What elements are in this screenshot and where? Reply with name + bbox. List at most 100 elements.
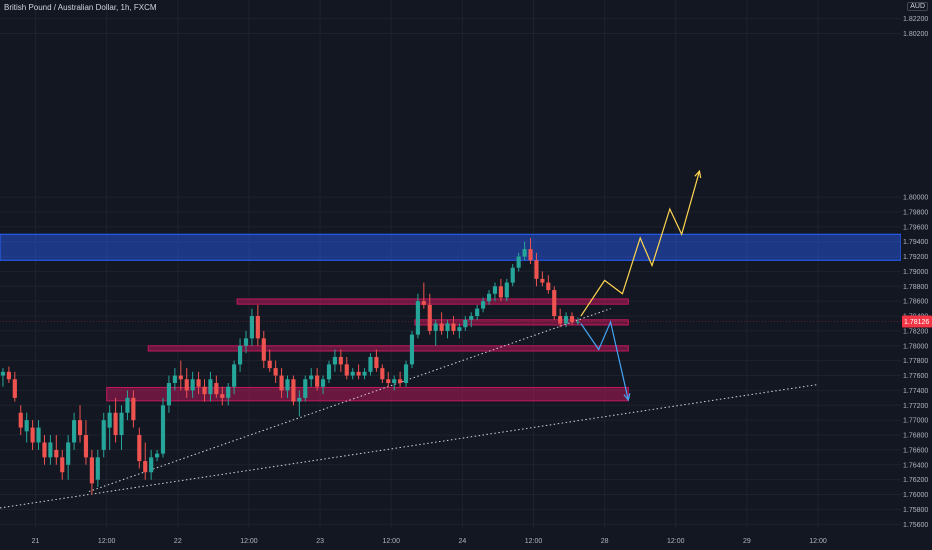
- candle-body: [564, 316, 569, 324]
- last-price-tag: 1.78126: [0, 315, 932, 328]
- candle-body: [540, 278, 545, 283]
- candle-body: [546, 282, 551, 291]
- candle-body: [12, 379, 17, 398]
- candle-body: [137, 435, 142, 462]
- support-zone: [106, 386, 629, 402]
- candle-body: [220, 394, 225, 398]
- candle-body: [457, 327, 462, 331]
- candle-body: [255, 316, 260, 339]
- candle-body: [30, 427, 35, 443]
- currency-badge[interactable]: AUD: [907, 2, 928, 11]
- time-tick-label: 28: [601, 538, 609, 545]
- candle-body: [184, 379, 189, 391]
- last-price-label: 1.78126: [904, 319, 929, 326]
- time-tick-label: 12:00: [525, 538, 543, 545]
- candle-body: [143, 461, 148, 473]
- price-tick-label: 1.78800: [903, 284, 928, 291]
- candle-body: [131, 397, 136, 421]
- candle-body: [261, 338, 266, 361]
- candle-body: [0, 371, 6, 376]
- price-tick-label: 1.76400: [903, 462, 928, 469]
- time-axis[interactable]: 21 12:00 22 12:00 23 12:00 24 12:00 28 12:00 29 12:…: [0, 528, 901, 550]
- candle-body: [113, 412, 118, 436]
- candle-body: [291, 379, 296, 402]
- price-tick-label: 1.79800: [903, 209, 928, 216]
- candle-body: [155, 453, 160, 458]
- price-axis[interactable]: 1.82200 1.80200 1.80000 1.79800 1.79600 1.794…: [901, 0, 932, 550]
- candle-body: [243, 338, 249, 346]
- candle-body: [380, 368, 385, 380]
- time-tick-label: 22: [174, 538, 182, 545]
- candle-body: [279, 375, 284, 391]
- time-tick-label: 12:00: [667, 538, 685, 545]
- candle-body: [249, 316, 254, 339]
- candle-body: [196, 379, 201, 387]
- projection-arrowhead-down: [623, 393, 631, 402]
- candle-body: [119, 412, 124, 436]
- candle-body: [48, 442, 53, 458]
- price-tick-label: 1.82200: [903, 16, 928, 23]
- price-tick-label: 1.78000: [903, 343, 928, 350]
- time-tick-label: 23: [316, 538, 324, 545]
- price-tick-label: 1.78200: [903, 328, 928, 335]
- price-tick-label: 1.79000: [903, 269, 928, 276]
- candle-body: [24, 420, 29, 432]
- candle-body: [83, 435, 89, 458]
- candle-body: [433, 323, 438, 331]
- candle-body: [95, 457, 100, 480]
- price-tick-label: 1.77200: [903, 403, 928, 410]
- trendline: [88, 308, 611, 493]
- candle-body: [42, 442, 47, 458]
- time-tick-label: 12:00: [382, 538, 400, 545]
- price-tick-label: 1.80200: [903, 31, 928, 38]
- candle-body: [303, 379, 308, 398]
- time-tick-label: 12:00: [240, 538, 258, 545]
- candle-body: [451, 323, 456, 331]
- candle-body: [504, 282, 509, 298]
- candle-body: [285, 379, 290, 391]
- candle-body: [569, 316, 575, 323]
- time-tick-label: 29: [743, 538, 751, 545]
- projection-arrowhead-up: [694, 169, 702, 179]
- candle-body: [208, 379, 213, 395]
- price-tick-label: 1.77800: [903, 358, 928, 365]
- price-tick-label: 1.77400: [903, 388, 928, 395]
- candle-body: [172, 375, 177, 383]
- support-zone: [414, 319, 629, 326]
- candle-body: [160, 405, 166, 454]
- trendlines: [0, 308, 819, 509]
- time-axis-background: [0, 528, 901, 550]
- candle-body: [72, 420, 77, 443]
- candle-body: [362, 371, 367, 376]
- price-tick-label: 1.76200: [903, 477, 928, 484]
- candle-body: [528, 249, 533, 261]
- price-tick-label: 1.76800: [903, 433, 928, 440]
- candle-body: [344, 364, 349, 376]
- candle-body: [190, 379, 195, 391]
- symbol-title[interactable]: British Pound / Australian Dollar, 1h, F…: [4, 3, 157, 12]
- candle-body: [427, 304, 432, 331]
- candle-body: [107, 412, 112, 428]
- candle-body: [267, 360, 272, 369]
- candle-body: [214, 382, 219, 395]
- candle-body: [166, 382, 172, 406]
- candle-body: [492, 286, 498, 294]
- candle-body: [445, 323, 450, 331]
- candle-body: [475, 308, 480, 317]
- candle-body: [374, 356, 379, 369]
- candle-body: [368, 356, 373, 372]
- candle-body: [273, 368, 278, 376]
- candle-body: [486, 293, 492, 302]
- candle-body: [338, 356, 343, 365]
- candle-body: [415, 301, 420, 335]
- candle-body: [18, 412, 23, 428]
- candle-body: [202, 386, 207, 395]
- trendline: [0, 383, 819, 509]
- candle-body: [575, 321, 581, 323]
- resistance-zone: [0, 233, 902, 261]
- time-tick-label: 21: [32, 538, 40, 545]
- time-tick-label: 12:00: [98, 538, 116, 545]
- candle-body: [309, 375, 314, 380]
- price-tick-label: 1.75600: [903, 522, 928, 529]
